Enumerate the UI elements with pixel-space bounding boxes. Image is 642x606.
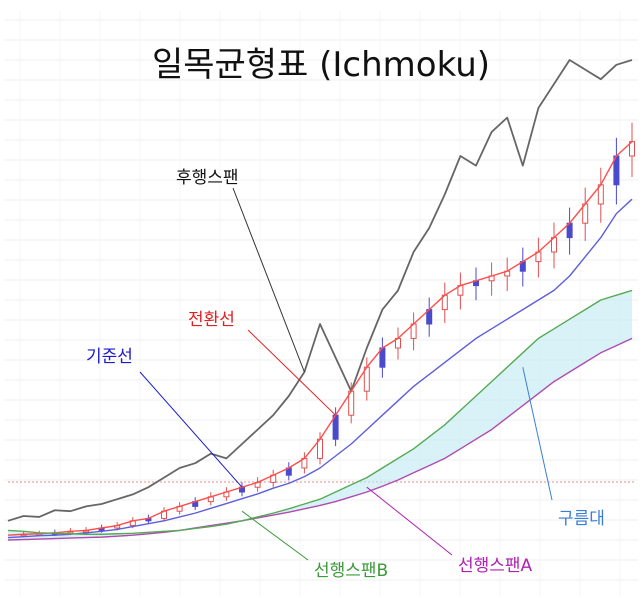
leader-line bbox=[522, 367, 553, 501]
series-lines bbox=[7, 59, 633, 541]
leader-line bbox=[139, 371, 243, 488]
leader-line bbox=[366, 486, 453, 556]
series-line-전환선 bbox=[7, 141, 633, 536]
label-conversion-line: 전환선 bbox=[188, 310, 235, 330]
label-lagging-span: 후행스팬 bbox=[176, 168, 239, 188]
leader-line bbox=[232, 187, 305, 373]
series-line-기준선 bbox=[7, 198, 633, 539]
label-leading-span-a: 선행스팬A bbox=[458, 556, 533, 576]
cloud-fill bbox=[8, 290, 632, 540]
series-line-후행스팬 bbox=[7, 59, 633, 522]
label-cloud: 구름대 bbox=[558, 509, 605, 529]
label-leading-span-b: 선행스팬B bbox=[314, 561, 388, 581]
series-line-선행스팬B bbox=[7, 289, 633, 535]
leader-line bbox=[241, 510, 309, 561]
leader-line bbox=[247, 329, 336, 416]
series-line-선행스팬A bbox=[7, 337, 633, 541]
chart-title: 일목균형표 (Ichmoku) bbox=[152, 45, 490, 85]
cloud-area bbox=[8, 290, 632, 540]
label-base-line: 기준선 bbox=[86, 347, 133, 367]
annotation-leaders bbox=[139, 187, 553, 561]
candles bbox=[20, 122, 635, 538]
